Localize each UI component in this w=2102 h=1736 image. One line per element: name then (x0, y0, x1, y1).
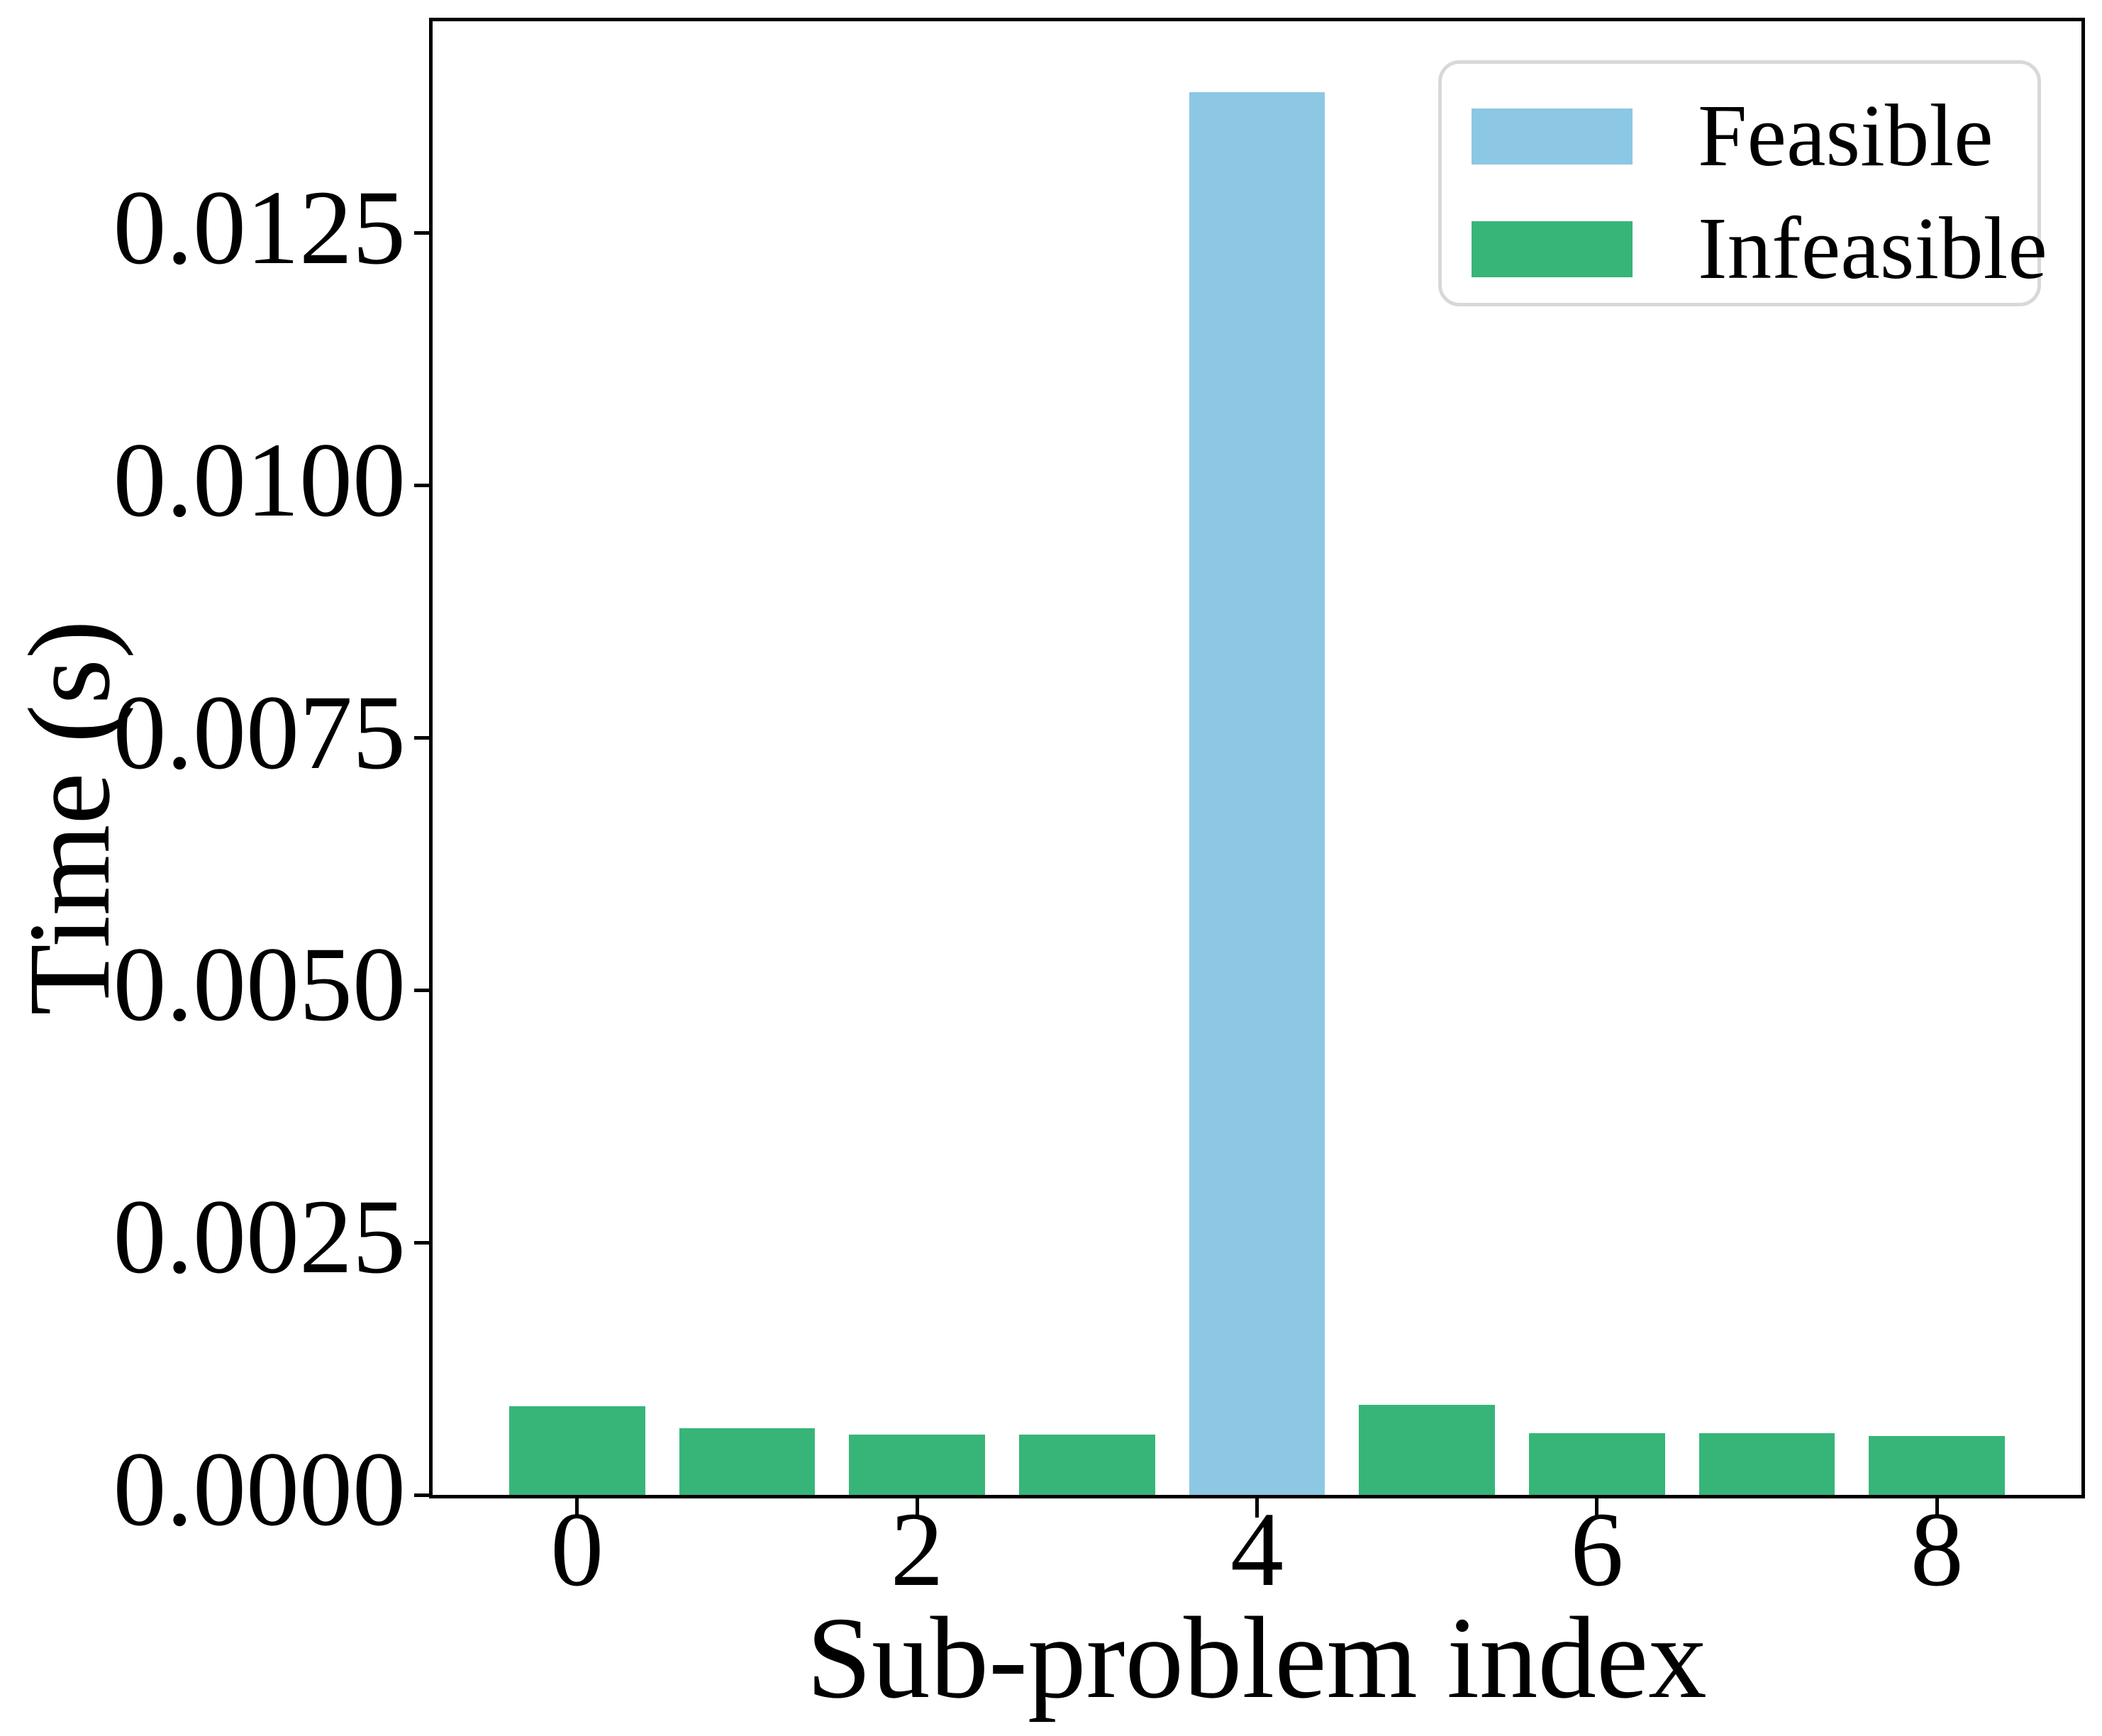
y-tick-label-0.0125: 0.0125 (113, 168, 406, 286)
x-tick-label-8: 8 (1910, 1491, 1964, 1608)
bar-infeasible-5 (1359, 1405, 1496, 1495)
feasible-color-swatch (1472, 108, 1633, 165)
y-tick-mark-0.0100 (414, 484, 433, 488)
x-tick-mark-8 (1935, 1495, 1939, 1518)
x-tick-mark-4 (1255, 1495, 1259, 1518)
legend-label-feasible: Feasible (1698, 87, 1993, 185)
x-tick-label-4: 4 (1230, 1491, 1284, 1608)
infeasible-color-swatch (1472, 221, 1633, 277)
x-tick-label-6: 6 (1570, 1491, 1624, 1608)
y-tick-mark-0.0050 (414, 988, 433, 992)
y-tick-label-0.0100: 0.0100 (113, 421, 406, 539)
x-tick-mark-6 (1595, 1495, 1599, 1518)
legend: Feasible Infeasible (1438, 60, 2047, 306)
x-tick-label-0: 0 (550, 1491, 604, 1608)
y-tick-label-0.0000: 0.0000 (113, 1430, 406, 1548)
y-axis-label: Time (s) (4, 620, 134, 1016)
bar-infeasible-7 (1698, 1433, 1835, 1495)
bar-infeasible-3 (1018, 1434, 1155, 1495)
bar-infeasible-1 (679, 1428, 816, 1495)
x-tick-mark-0 (575, 1495, 579, 1518)
bar-feasible-4 (1189, 91, 1325, 1495)
x-axis-label: Sub-problem index (806, 1593, 1707, 1723)
bar-infeasible-2 (849, 1434, 985, 1495)
bar-infeasible-8 (1869, 1436, 2006, 1495)
x-tick-label-2: 2 (890, 1491, 944, 1608)
legend-entry-infeasible: Infeasible (1472, 205, 2047, 294)
legend-label-infeasible: Infeasible (1698, 200, 2047, 298)
y-tick-mark-0.0125 (414, 231, 433, 235)
legend-entry-feasible: Feasible (1472, 92, 1993, 181)
bar-infeasible-6 (1529, 1433, 1665, 1495)
y-tick-mark-0.0025 (414, 1240, 433, 1245)
y-tick-label-0.0050: 0.0050 (113, 925, 406, 1044)
y-tick-label-0.0025: 0.0025 (113, 1178, 406, 1296)
bar-infeasible-0 (508, 1406, 645, 1495)
y-tick-mark-0.0000 (414, 1493, 433, 1497)
x-tick-mark-2 (915, 1495, 919, 1518)
y-tick-mark-0.0075 (414, 736, 433, 740)
y-tick-label-0.0075: 0.0075 (113, 673, 406, 791)
